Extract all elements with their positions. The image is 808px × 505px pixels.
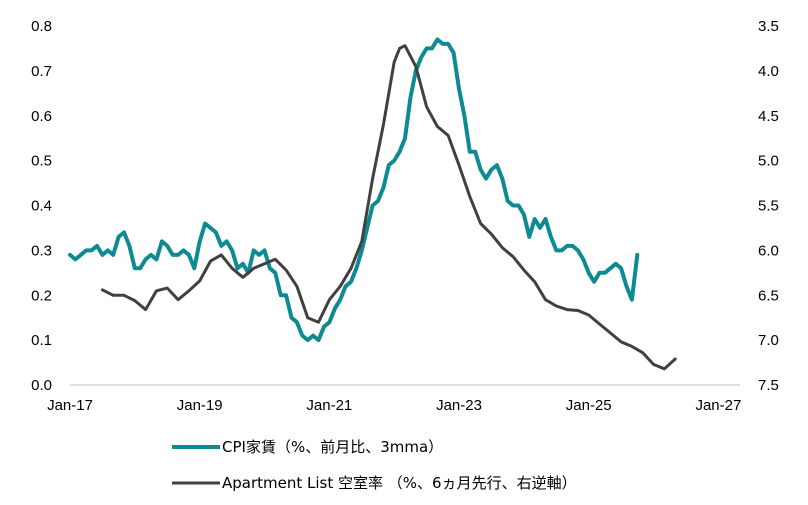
series-line-cpi-rent — [68, 37, 640, 343]
left-axis-tick-label: 0.0 — [31, 377, 52, 394]
left-axis-tick-label: 0.3 — [31, 242, 52, 259]
right-axis-tick-label: 5.0 — [758, 153, 779, 170]
x-axis-tick-label: Jan-25 — [566, 397, 612, 414]
right-axis-tick-label: 4.0 — [758, 63, 779, 80]
x-axis-tick-label: Jan-17 — [47, 397, 93, 414]
right-axis-tick-label: 4.5 — [758, 108, 779, 125]
x-axis-tick-label: Jan-21 — [306, 397, 352, 414]
series-layer — [68, 37, 677, 371]
right-axis-tick-label: 6.5 — [758, 287, 779, 304]
left-axis-tick-label: 0.1 — [31, 332, 52, 349]
right-axis-tick-label: 7.5 — [758, 377, 779, 394]
legend-label: CPI家賃（%、前月比、3mma） — [222, 438, 443, 456]
right-axis-tick-label: 6.0 — [758, 242, 779, 259]
right-axis-tick-label: 5.5 — [758, 198, 779, 215]
right-axis-tick-label: 3.5 — [758, 18, 779, 35]
left-axis-tick-label: 0.8 — [31, 18, 52, 35]
left-axis-tick-label: 0.5 — [31, 153, 52, 170]
right-axis-tick-label: 7.0 — [758, 332, 779, 349]
x-axis-tick-label: Jan-23 — [436, 397, 482, 414]
left-axis-tick-label: 0.7 — [31, 63, 52, 80]
left-axis-tick-label: 0.4 — [31, 198, 52, 215]
legend-label: Apartment List 空室率 （%、6ヵ月先行、右逆軸） — [222, 474, 577, 492]
right-axis-tick-labels: 3.5 4.0 4.5 5.0 5.5 6.0 6.5 7.0 7.5 — [758, 18, 779, 394]
left-axis-tick-label: 0.6 — [31, 108, 52, 125]
left-axis-tick-labels: 0.0 0.1 0.2 0.3 0.4 0.5 0.6 0.7 0.8 — [31, 18, 52, 394]
legend: CPI家賃（%、前月比、3mma） Apartment List 空室率 （%、6… — [172, 438, 577, 492]
x-axis-tick-label: Jan-27 — [695, 397, 741, 414]
x-axis-tick-label: Jan-19 — [177, 397, 223, 414]
series-line-vacancy-rate — [100, 44, 677, 371]
left-axis-tick-label: 0.2 — [31, 287, 52, 304]
x-axis-tick-labels: Jan-17 Jan-19 Jan-21 Jan-23 Jan-25 Jan-27 — [47, 397, 741, 414]
